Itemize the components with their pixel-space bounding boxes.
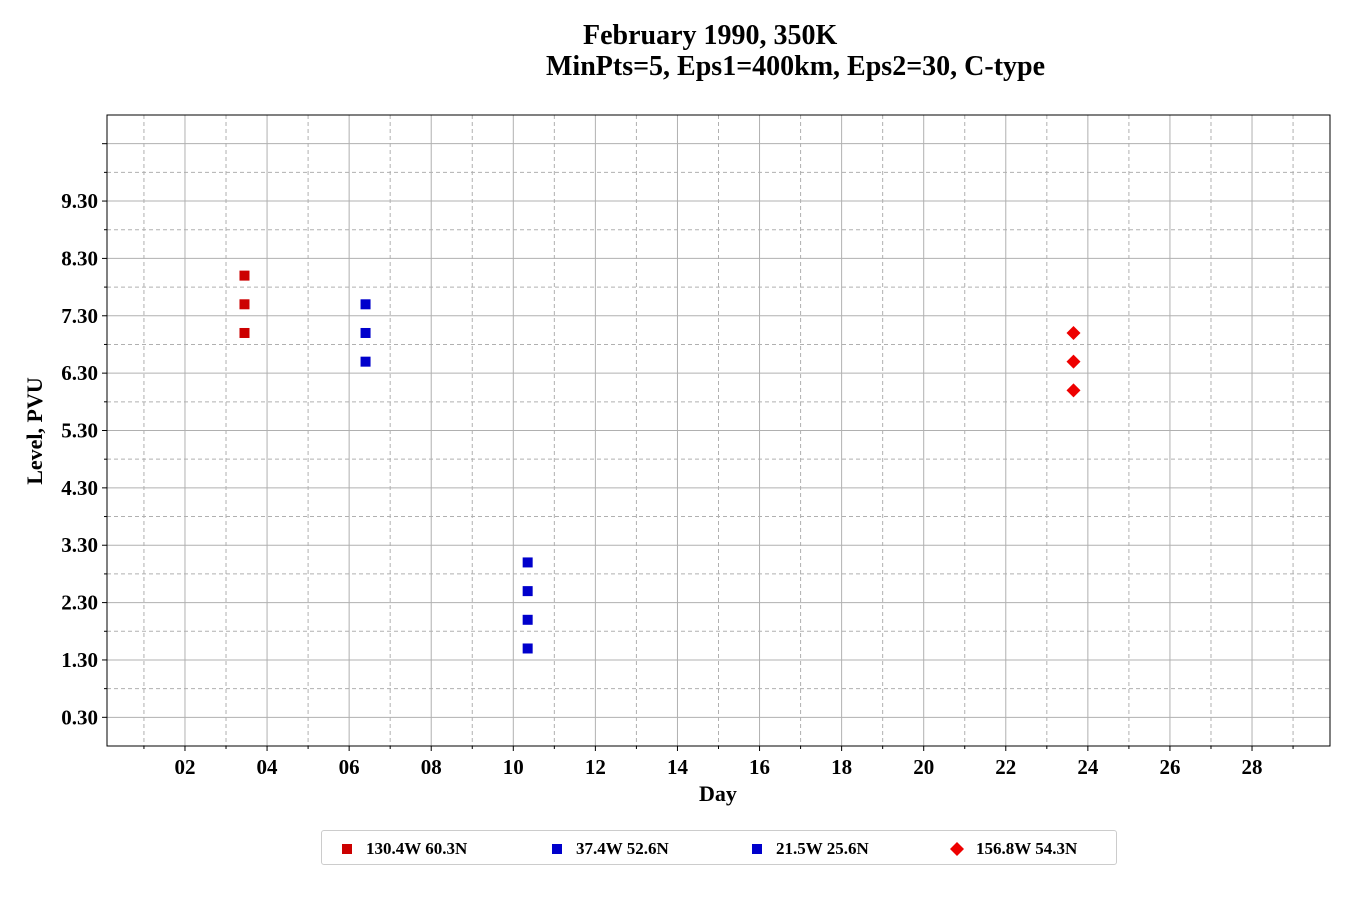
legend-label: 37.4W 52.6N [576,838,669,858]
axis-ticks: 02 04 06 08 10 12 14 16 18 20 22 24 26 28 0.30 1.30 2.30… [61,143,1294,779]
legend: 130.4W 60.3N 37.4W 52.6N 21.5W 25.6N 156.8W… [321,830,1117,865]
square-marker-icon [542,831,572,866]
y-tick-label: 0.30 [61,705,98,729]
data-point-square [239,270,250,281]
legend-item: 37.4W 52.6N [542,831,669,866]
data-points [239,270,1081,654]
y-axis-label: Level, PVU [22,377,47,485]
x-tick-label: 20 [913,755,934,779]
x-tick-label: 18 [831,755,852,779]
x-tick-label: 22 [995,755,1016,779]
x-tick-label: 14 [667,755,689,779]
legend-item: 21.5W 25.6N [742,831,869,866]
data-point-square [522,643,533,654]
x-tick-label: 04 [257,755,279,779]
data-point-square [239,327,250,338]
y-tick-label: 5.30 [61,419,98,443]
data-point-diamond [1066,354,1081,369]
chart-title: February 1990, 350K [583,20,838,51]
y-tick-label: 8.30 [61,246,98,270]
legend-item: 156.8W 54.3N [942,831,1077,866]
legend-item: 130.4W 60.3N [332,831,467,866]
x-tick-label: 16 [749,755,770,779]
y-tick-label: 9.30 [61,189,98,213]
y-tick-label: 2.30 [61,591,98,615]
y-tick-label: 1.30 [61,648,98,672]
y-tick-label: 7.30 [61,304,98,328]
diamond-marker-icon [942,831,972,866]
y-tick-label: 4.30 [61,476,98,500]
data-point-square [360,299,371,310]
x-tick-label: 10 [503,755,524,779]
x-tick-label: 26 [1159,755,1180,779]
data-point-diamond [1066,383,1081,398]
data-point-square [239,299,250,310]
data-point-square [360,356,371,367]
data-point-square [522,557,533,568]
x-tick-label: 12 [585,755,606,779]
x-axis-label: Day [699,781,737,806]
grid-lines [107,115,1330,746]
data-point-square [522,614,533,625]
legend-label: 130.4W 60.3N [366,838,468,858]
x-tick-label: 02 [174,755,195,779]
x-tick-label: 28 [1242,755,1263,779]
y-tick-label: 6.30 [61,361,98,385]
square-marker-icon [332,831,362,866]
data-point-diamond [1066,325,1081,340]
square-marker-icon [742,831,772,866]
y-tick-label: 3.30 [61,533,98,557]
chart-subtitle: MinPts=5, Eps1=400km, Eps2=30, C-type [546,51,1046,82]
x-tick-label: 06 [339,755,360,779]
data-point-square [522,586,533,597]
legend-label: 21.5W 25.6N [776,838,869,858]
x-tick-label: 24 [1077,755,1099,779]
legend-label: 156.8W 54.3N [976,838,1078,858]
data-point-square [360,327,371,338]
x-tick-label: 08 [421,755,442,779]
